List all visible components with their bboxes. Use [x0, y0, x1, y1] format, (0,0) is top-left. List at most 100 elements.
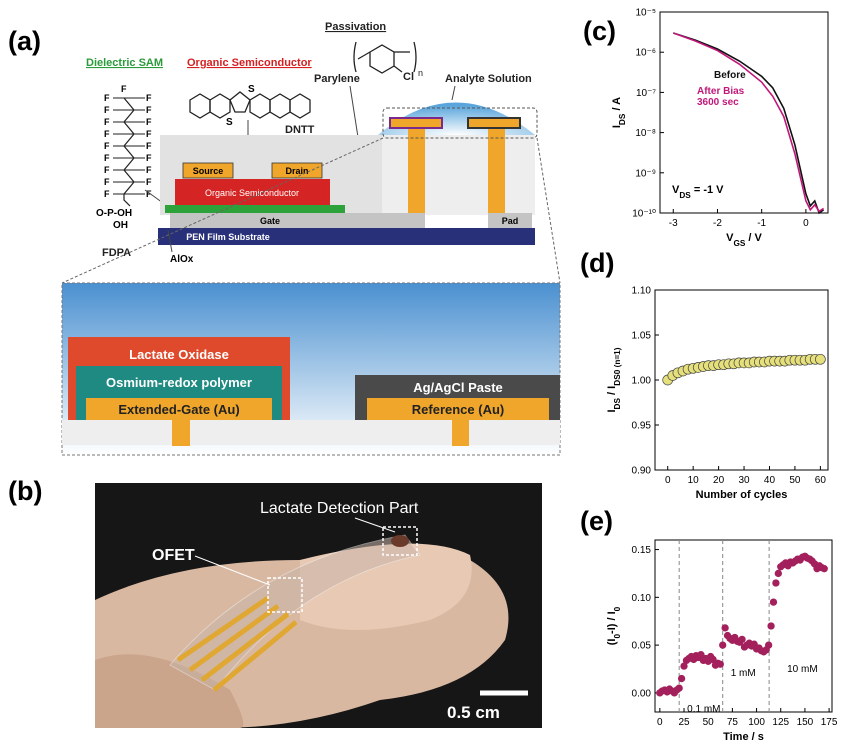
series-label-box: After Bias 3600 sec — [697, 86, 744, 108]
x-axis-label-part: Number of cycles — [696, 489, 788, 501]
label: FDPA — [102, 247, 131, 259]
electrode-pillar — [172, 418, 190, 446]
chain — [123, 97, 135, 207]
x-tick-label: -2 — [713, 218, 722, 229]
y-tick-label: 10⁻⁶ — [635, 48, 656, 59]
x-tick-label: 75 — [727, 717, 739, 728]
extended-gate — [86, 398, 272, 420]
y-tick-label: 10⁻⁹ — [635, 168, 656, 179]
label: Lactate Oxidase — [129, 347, 229, 362]
label: AlOx — [170, 254, 194, 265]
y-axis-label: (I0-I) / I0 — [606, 606, 622, 645]
point — [738, 635, 746, 644]
x-tick-label: 40 — [764, 475, 776, 486]
event-label: 0.1 mM — [687, 704, 720, 715]
panel-label: (c) — [583, 16, 616, 46]
fdpa-structure: FF FF FF FF FF FF FF FF FF F — [104, 84, 152, 207]
y-axis-label-part: / I — [606, 386, 618, 398]
y-axis-label-part: DS — [613, 398, 622, 410]
x-tick-label: 0 — [665, 475, 671, 486]
x-tick-label: 175 — [821, 717, 838, 728]
atom: F — [146, 141, 152, 151]
source — [182, 162, 234, 179]
electrode-pillar — [452, 418, 469, 446]
point — [820, 565, 828, 573]
x-tick-label: 125 — [772, 717, 789, 728]
plot-frame — [659, 11, 829, 214]
atom: F — [146, 177, 152, 187]
point — [764, 641, 773, 649]
panel-label: (b) — [8, 476, 42, 506]
atom: F — [104, 177, 110, 187]
point — [772, 579, 780, 587]
event-label: 10 mM — [787, 664, 818, 675]
label: Dielectric SAM — [86, 57, 163, 69]
x-axis-label-part: V — [726, 232, 734, 244]
series-label-box: Before — [714, 70, 746, 81]
passivation-layer — [380, 135, 535, 215]
label: Passivation — [325, 21, 386, 33]
y-tick-label: 0.00 — [632, 688, 652, 699]
x-axis-label: Number of cycles — [696, 489, 788, 501]
x-tick-label: 150 — [797, 717, 814, 728]
x-tick-label: 20 — [713, 475, 725, 486]
x-tick-label: 30 — [738, 475, 750, 486]
electrode-pillar — [488, 126, 505, 213]
annotation-part: DS — [679, 191, 691, 200]
pad — [488, 213, 532, 228]
atom: F — [146, 153, 152, 163]
point — [677, 674, 686, 683]
leader — [354, 517, 396, 533]
leader — [451, 85, 456, 101]
x-tick-label: -1 — [757, 218, 766, 229]
parylene-structure — [353, 41, 417, 74]
base-layer — [62, 420, 560, 445]
label: Analyte Solution — [445, 73, 532, 85]
label: Extended-Gate (Au) — [118, 402, 239, 417]
point — [719, 641, 727, 649]
film — [169, 534, 421, 691]
y-axis-label-part: (I — [606, 639, 618, 646]
label: Organic Semiconductor — [205, 188, 299, 198]
point — [815, 353, 826, 365]
y-axis-label-part: 0 — [613, 634, 622, 639]
label: n — [418, 68, 423, 78]
x-axis-label-part: Time / s — [723, 731, 764, 743]
atom: F — [104, 117, 110, 127]
sam-layer — [165, 205, 345, 213]
y-tick-label: 0.95 — [632, 421, 652, 432]
panel-b: (b) Lactate Detection Part OFET 0.5 cm — [8, 476, 542, 728]
x-tick-label: 10 — [688, 475, 700, 486]
reference-electrode — [467, 117, 521, 129]
y-tick-label: 10⁻¹⁰ — [632, 209, 656, 220]
annotation-part: = -1 V — [691, 184, 724, 196]
y-tick-label: 0.90 — [632, 466, 652, 477]
event-label: 1 mM — [731, 668, 756, 679]
x-tick-label: 50 — [789, 475, 801, 486]
y-tick-label: 0.15 — [632, 545, 652, 556]
atom: F — [146, 105, 152, 115]
plot-frame — [654, 289, 829, 471]
y-tick-label: 0.10 — [632, 593, 652, 604]
sensor — [391, 535, 409, 547]
point — [769, 598, 778, 606]
label: Reference (Au) — [412, 402, 504, 417]
ofet-box — [267, 577, 303, 613]
atom: F — [104, 141, 110, 151]
series-label: Before — [714, 70, 746, 81]
drain — [271, 162, 323, 179]
label: DNTT — [285, 124, 315, 136]
atom: O-P-OH — [96, 208, 132, 219]
label: OFET — [152, 547, 195, 564]
leader — [167, 229, 173, 253]
panel-label: (d) — [580, 248, 614, 278]
zoom-line — [536, 137, 561, 284]
y-axis-label-part: I — [606, 409, 618, 412]
point — [774, 569, 782, 578]
label: Cl — [403, 71, 414, 83]
y-axis-label: IDS / A — [611, 97, 627, 128]
x-axis-label: Time / s — [723, 731, 764, 743]
y-axis-label-part: DS0 (n=1) — [613, 347, 622, 386]
label: Lactate Detection Part — [260, 500, 419, 517]
zoom-box — [382, 107, 538, 139]
